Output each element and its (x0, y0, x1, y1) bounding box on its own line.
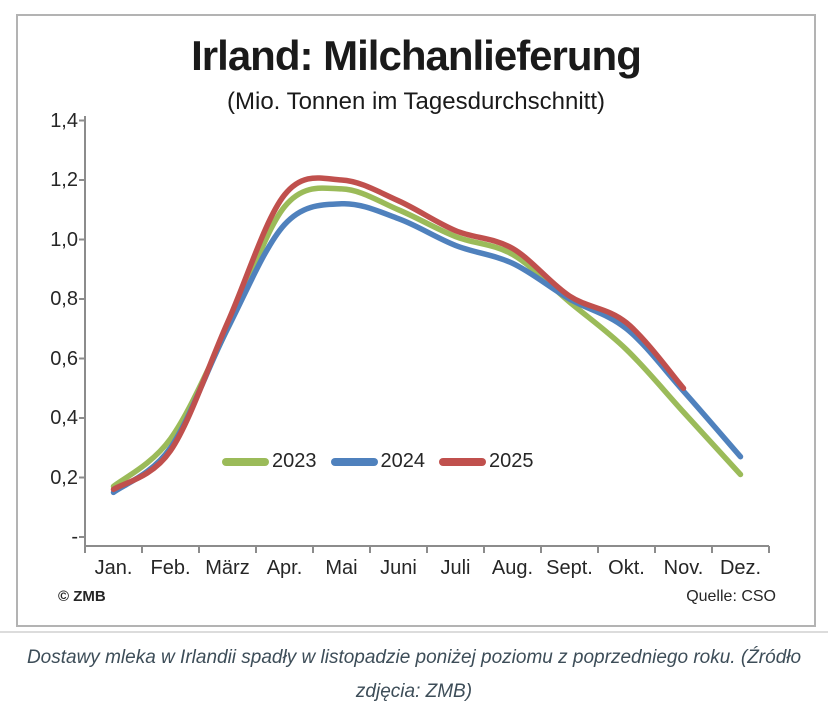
legend-swatch-icon (222, 457, 269, 466)
legend-item-2024: 2024 (330, 450, 426, 473)
x-tick-label: Apr. (266, 557, 303, 579)
legend-label: 2023 (272, 450, 317, 472)
x-tick-label: Juni (380, 557, 417, 579)
caption-separator-line (0, 631, 828, 633)
y-tick-label: 1,0 (50, 228, 78, 251)
y-tick-label: 0,6 (50, 347, 78, 370)
x-tick-label: Nov. (663, 557, 704, 579)
y-tick-label: 0,4 (50, 407, 78, 429)
x-tick-label: Feb. (150, 557, 191, 579)
legend-label: 2025 (489, 450, 534, 472)
legend-label: 2024 (380, 450, 426, 472)
source-label: Quelle: CSO (686, 588, 776, 605)
chart-subtitle: (Mio. Tonnen im Tagesdurchschnitt) (227, 88, 605, 115)
line-chart-plot (79, 116, 770, 553)
chart-legend: 2023 2024 2025 (222, 450, 534, 473)
legend-item-2023: 2023 (222, 450, 317, 473)
copyright-label: © ZMB (58, 588, 106, 605)
x-tick-label: Okt. (608, 557, 645, 579)
caption-line-2: zdjęcia: ZMB) (355, 681, 473, 702)
y-axis-labels: 1,4 1,2 1,0 0,8 0,6 0,4 0,2 - (18, 16, 78, 625)
y-tick-label: 1,4 (50, 109, 78, 132)
x-axis-labels: Jan. Feb. März Apr. Mai Juni Juli Aug. Sept. Okt.… (18, 16, 814, 625)
y-tick-label: 0,2 (50, 466, 78, 489)
x-tick-label: Dez. (719, 557, 762, 579)
y-tick-label: - (71, 526, 78, 548)
legend-item-2025: 2025 (439, 450, 534, 473)
caption-line-1: Dostawy mleka w Irlandii spadły w listop… (26, 647, 802, 668)
x-tick-label: Mai (325, 557, 358, 579)
chart-image: Irland: Milchanlieferung (Mio. Tonnen im… (16, 14, 816, 627)
x-tick-label: Sept. (546, 557, 593, 579)
x-tick-label: Jan. (94, 557, 133, 579)
x-tick-label: Aug. (491, 557, 534, 579)
x-tick-label: März (205, 557, 250, 579)
x-tick-label: Juli (440, 557, 471, 579)
legend-swatch-icon (330, 457, 378, 466)
legend-swatch-icon (439, 457, 486, 466)
chart-title: Irland: Milchanlieferung (191, 32, 642, 79)
y-tick-label: 0,8 (50, 288, 78, 310)
y-tick-label: 1,2 (50, 169, 78, 191)
image-caption: Dostawy mleka w Irlandii spadły w listop… (0, 641, 828, 709)
series-line-2025 (110, 175, 687, 493)
